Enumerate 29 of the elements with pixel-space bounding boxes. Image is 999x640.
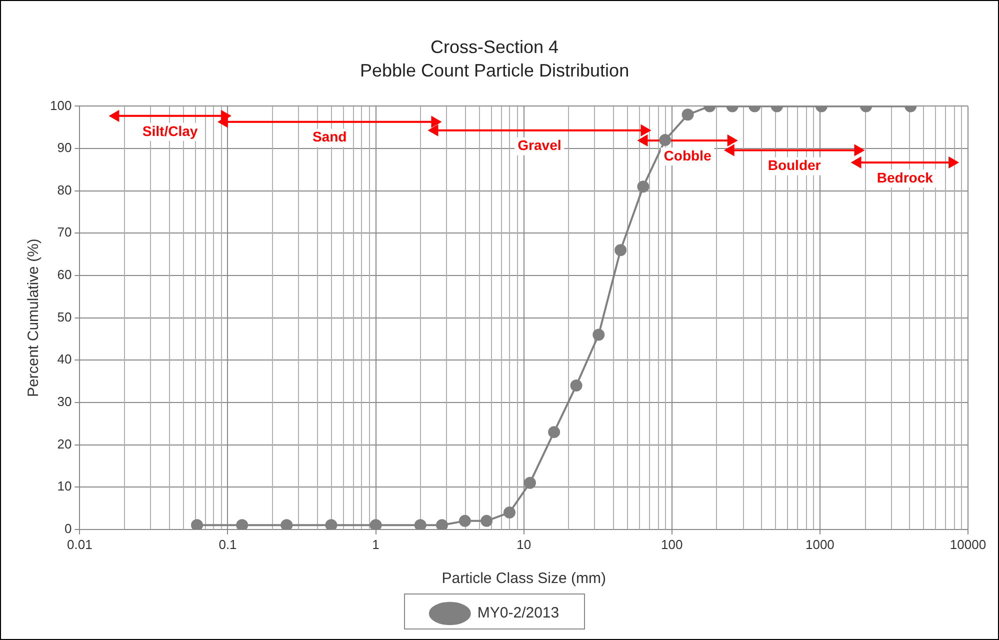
y-tick-label: 50	[57, 309, 72, 324]
y-tick-label: 100	[50, 98, 72, 113]
annotation: Bedrock	[876, 169, 934, 186]
y-axis-title: Percent Cumulative (%)	[25, 238, 42, 397]
annotation: Silt/Clay	[142, 122, 198, 139]
annotation: Boulder	[768, 157, 822, 174]
legend-label: MY0-2/2013	[477, 604, 560, 622]
y-tick-label: 20	[57, 436, 72, 452]
y-tick-label: 40	[57, 352, 72, 367]
x-tick-label: 1	[372, 536, 380, 552]
x-tick-label: 1000	[805, 536, 834, 552]
annotation: Gravel	[518, 137, 562, 154]
x-tick-label: 100	[661, 536, 683, 552]
y-tick-label: 70	[57, 224, 72, 240]
x-tick-label: 10000	[950, 536, 986, 552]
y-tick-label: 60	[57, 267, 72, 282]
y-tick-label: 10	[57, 478, 72, 494]
annotation: Cobble	[664, 147, 712, 164]
x-tick-label: 0.01	[67, 536, 92, 552]
y-tick-label: 90	[57, 140, 72, 156]
y-tick-label: 0	[64, 520, 72, 536]
x-axis-title: Particle Class Size (mm)	[442, 570, 606, 588]
annotation: Sand	[312, 128, 347, 145]
y-tick-label: 30	[57, 394, 72, 410]
chart-subtitle: Pebble Count Particle Distribution	[360, 60, 630, 80]
x-tick-label: 10	[516, 536, 532, 552]
x-tick-label: 0.1	[218, 536, 237, 552]
y-tick-label: 80	[57, 182, 72, 198]
chart-title: Cross-Section 4	[430, 36, 559, 57]
